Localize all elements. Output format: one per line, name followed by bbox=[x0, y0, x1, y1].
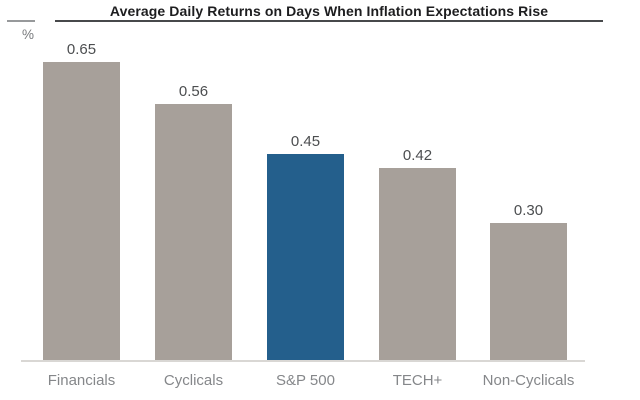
bar-value-label: 0.42 bbox=[402, 147, 433, 164]
chart-title: Average Daily Returns on Days When Infla… bbox=[109, 3, 549, 19]
category-label-financials: Financials bbox=[47, 372, 116, 389]
bar-value-label: 0.45 bbox=[290, 133, 321, 150]
bar-noncyclicals bbox=[490, 223, 567, 360]
bar-financials bbox=[43, 62, 120, 360]
category-label-noncyclicals: Non-Cyclicals bbox=[482, 372, 575, 389]
category-label-cyclicals: Cyclicals bbox=[163, 372, 224, 389]
x-axis-line bbox=[21, 360, 585, 362]
category-label-tech: TECH+ bbox=[392, 372, 443, 389]
bar-cyclicals bbox=[155, 104, 232, 360]
bar-value-label: 0.65 bbox=[66, 41, 97, 58]
title-underline bbox=[55, 20, 603, 22]
bar-value-label: 0.30 bbox=[513, 202, 544, 219]
bar-sp500-highlighted bbox=[267, 154, 344, 360]
category-label-sp500: S&P 500 bbox=[276, 372, 335, 389]
bar-value-label: 0.56 bbox=[178, 83, 209, 100]
bar-tech bbox=[379, 168, 456, 360]
y-axis-stub-line bbox=[7, 20, 35, 22]
y-axis-unit-label: % bbox=[21, 27, 34, 42]
